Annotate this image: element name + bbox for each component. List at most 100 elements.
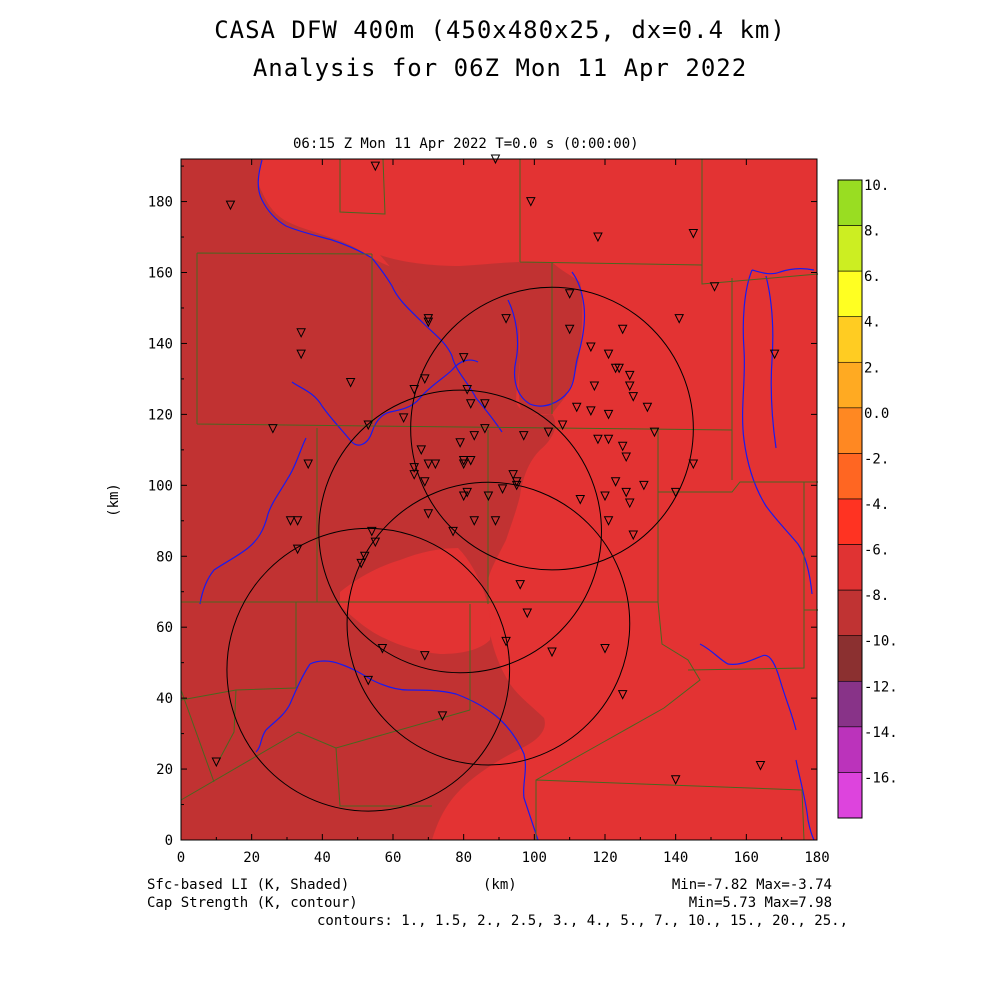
y-tick-label: 120 — [148, 407, 173, 423]
station-marker — [483, 491, 494, 502]
shaded-min-max: Min=-7.82 Max=-3.74 — [671, 877, 832, 893]
station-marker — [409, 463, 420, 473]
colorbar-swatch — [837, 772, 863, 819]
y-tick-label: 80 — [156, 549, 173, 565]
station-marker — [522, 608, 533, 619]
colorbar-swatch — [837, 316, 863, 363]
colorbar-label: 10. — [864, 178, 889, 194]
station-marker — [423, 317, 434, 328]
colorbar-swatch — [837, 726, 863, 773]
station-marker — [769, 349, 780, 360]
station-marker — [674, 314, 685, 324]
station-marker — [419, 477, 430, 487]
station-marker — [501, 636, 511, 647]
station-marker — [709, 282, 720, 292]
colorbar-swatch — [837, 270, 863, 318]
station-marker — [600, 491, 610, 502]
station-marker — [670, 775, 681, 785]
river-line — [742, 269, 813, 595]
station-marker — [363, 420, 374, 431]
station-marker — [515, 580, 526, 590]
station-marker — [469, 516, 480, 526]
county-line — [551, 262, 818, 602]
station-marker — [465, 399, 476, 409]
station-marker — [564, 289, 575, 299]
river-line — [765, 275, 777, 449]
station-marker — [511, 480, 522, 491]
station-marker — [589, 381, 600, 392]
station-marker — [564, 324, 575, 335]
station-marker — [600, 643, 610, 654]
x-tick-label: 0 — [177, 850, 185, 866]
station-marker — [377, 643, 388, 654]
x-tick-label: 180 — [804, 850, 829, 866]
figure-title: CASA DFW 400m (450x480x25, dx=0.4 km) — [214, 16, 786, 44]
station-marker — [603, 434, 614, 445]
station-marker — [416, 445, 427, 455]
station-marker — [543, 427, 554, 438]
station-marker — [670, 487, 681, 498]
station-marker — [285, 516, 296, 526]
county-line — [196, 252, 733, 431]
x-tick-label: 20 — [243, 850, 260, 866]
station-marker — [649, 427, 660, 438]
station-marker — [419, 374, 430, 385]
colorbar-label: -8. — [864, 588, 889, 604]
station-marker — [617, 441, 628, 452]
station-marker — [614, 363, 624, 374]
river-line — [507, 271, 586, 407]
colorbar-swatch — [837, 361, 863, 409]
station-marker — [621, 487, 632, 498]
river-line — [795, 759, 815, 841]
contour-levels: contours: 1., 1.5, 2., 2.5, 3., 4., 5., … — [316, 913, 848, 929]
station-marker — [366, 526, 377, 537]
colorbar-swatch — [837, 589, 863, 637]
station-marker — [458, 459, 469, 470]
station-marker — [688, 459, 699, 470]
station-marker — [610, 477, 621, 487]
station-marker — [617, 324, 628, 335]
station-marker — [621, 452, 632, 463]
station-marker — [593, 232, 603, 243]
station-marker — [586, 406, 596, 416]
station-marker — [575, 495, 586, 505]
station-marker — [225, 200, 236, 211]
li-field-darker-north — [380, 255, 583, 414]
radar-ring — [318, 389, 602, 674]
observation-stations — [211, 154, 780, 785]
legend-shaded-field: Sfc-based LI (K, Shaded) — [147, 877, 350, 893]
county-line — [180, 604, 471, 763]
station-marker — [603, 349, 614, 360]
river-line — [751, 268, 815, 275]
river-line — [291, 359, 479, 446]
river-line — [699, 643, 797, 731]
river-line — [199, 437, 307, 605]
station-marker — [639, 480, 649, 491]
rivers — [199, 159, 815, 841]
station-marker — [409, 470, 420, 480]
station-marker — [398, 413, 409, 424]
valid-time-label: 06:15 Z Mon 11 Apr 2022 T=0.0 s (0:00:00… — [293, 136, 639, 152]
colorbar-label: 6. — [864, 269, 881, 285]
shaded-field — [181, 159, 817, 840]
station-marker — [642, 402, 653, 413]
y-tick-label: 0 — [165, 833, 173, 849]
li-field-darker-west — [181, 159, 556, 840]
radar-ring — [346, 481, 631, 766]
station-marker — [268, 424, 278, 434]
station-marker — [409, 385, 420, 395]
station-marker — [603, 409, 614, 420]
station-marker — [557, 420, 568, 431]
station-marker — [292, 516, 303, 526]
station-marker — [356, 558, 367, 569]
x-tick-label: 120 — [592, 850, 617, 866]
colorbar-swatch — [837, 407, 863, 454]
station-marker — [571, 402, 582, 413]
station-marker — [593, 434, 603, 445]
station-marker — [518, 431, 529, 441]
station-marker — [501, 314, 511, 324]
county-line — [535, 601, 805, 841]
colorbar: 10. 8. 6. 4. 2. 0.0 -2. -4. -6. -8. -10. -12. -14. -1… — [837, 178, 898, 819]
